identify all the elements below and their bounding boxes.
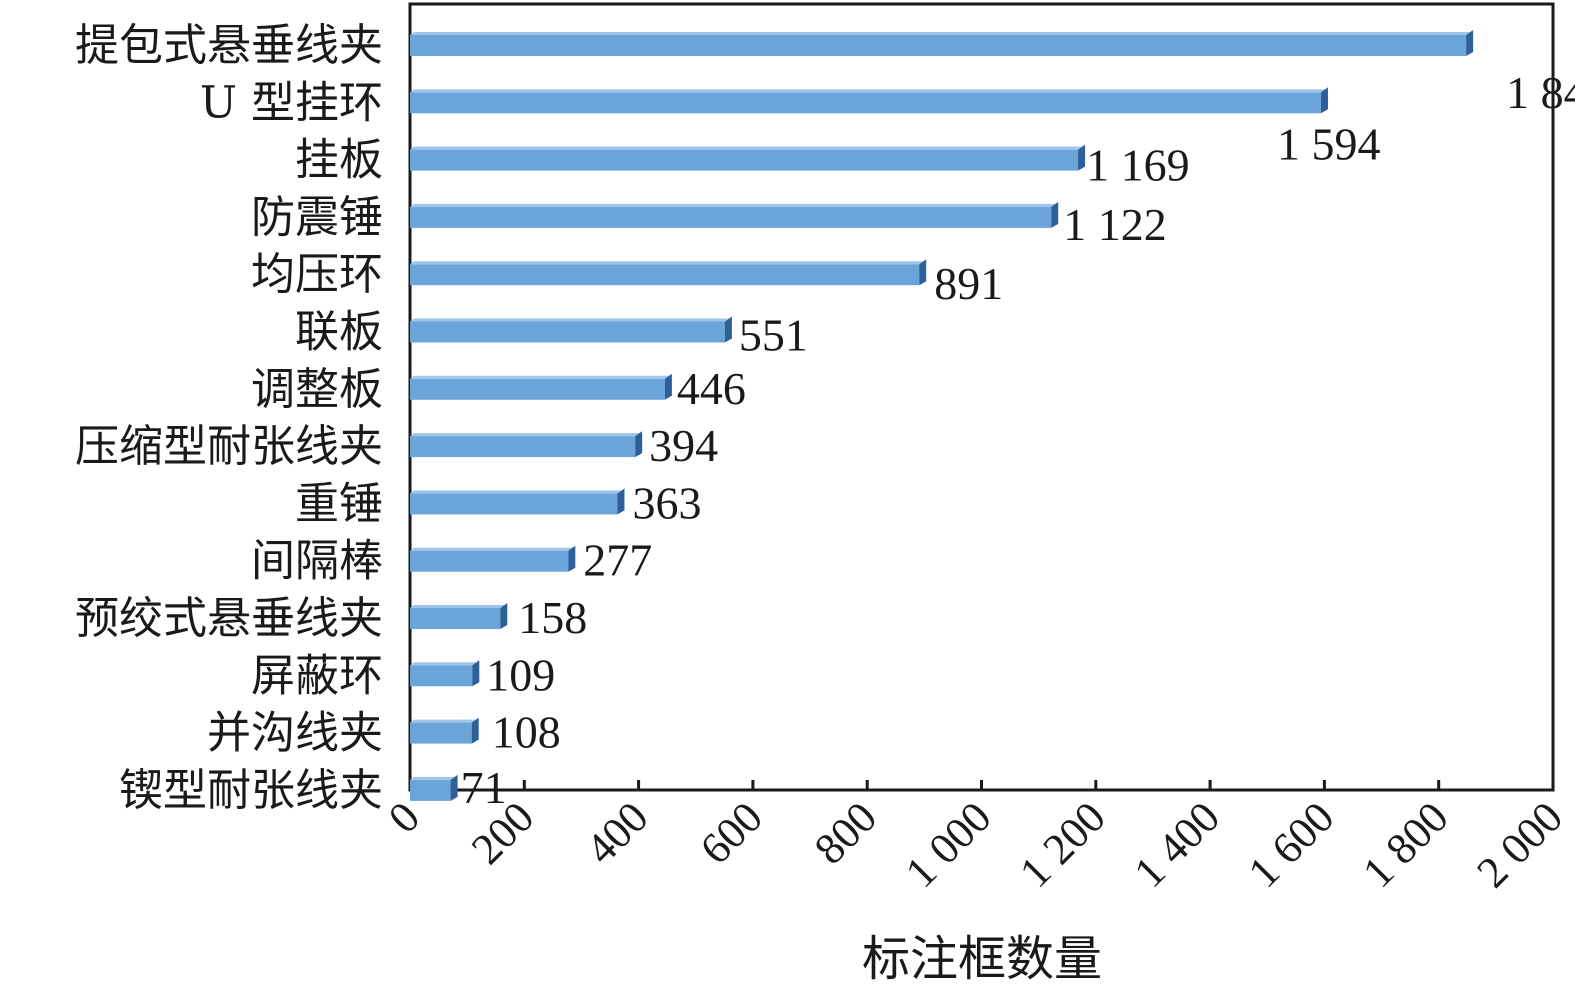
category-labels: 提包式悬垂线夹 U 型挂环挂板防震锤均压环联板调整板压缩型耐张线夹重锤间隔棒预绞式… [75,20,383,816]
value-label: 446 [677,363,746,414]
category-label: 预绞式悬垂线夹 [75,593,383,644]
value-label: 1 594 [1277,118,1381,169]
x-tick-label: 600 [691,792,772,873]
category-label: 联板 [295,307,383,358]
bars-layer [410,30,1474,801]
value-label: 277 [583,535,652,586]
category-label: 调整板 [251,364,383,415]
bar-side [450,774,458,801]
bar [410,259,927,286]
bar-face [410,722,472,744]
category-label: 均压环 [251,249,383,300]
x-axis-title: 标注框数量 [862,931,1102,987]
category-label: 提包式悬垂线夹 [75,20,383,71]
bar-face [410,779,451,801]
value-label: 108 [492,707,561,758]
bar-top [410,146,1083,150]
category-label: U 型挂环 [200,77,383,128]
bar-face [410,321,725,343]
x-tick-label: 400 [576,792,657,873]
bar-top [410,375,669,379]
bar-side [471,717,479,744]
bar-top [410,719,476,723]
bar-top [410,547,573,551]
x-tick-label: 1 400 [1125,792,1230,897]
value-label: 891 [934,258,1003,309]
category-label: 重锤 [295,478,383,529]
bar [410,30,1474,56]
bar-face [410,436,636,458]
value-label: 71 [461,762,507,813]
category-label: 锲型耐张线夹 [119,765,383,816]
bar-top [410,776,455,780]
bar-face [410,550,569,572]
category-label: 屏蔽环 [251,650,383,701]
value-label: 1 848 [1506,67,1575,118]
bar-top [410,662,477,666]
bar-side [724,316,732,343]
category-label: 挂板 [295,135,383,186]
bar-top [410,261,924,265]
bar [410,201,1059,228]
bar [410,87,1328,114]
bar [410,717,479,744]
bar [410,545,576,572]
category-label: 防震锤 [251,192,383,243]
bar [410,660,480,687]
value-label: 109 [486,649,555,700]
bar [410,144,1086,171]
bar-top [410,32,1471,35]
x-tick-label: 1 000 [896,792,1001,897]
bar [410,488,625,515]
bar-top [410,203,1056,207]
bar-top [410,89,1325,93]
bar-side [1078,144,1086,171]
value-label: 551 [739,310,808,361]
bar-side [1051,201,1059,228]
bar-side [472,660,480,687]
category-label: 间隔棒 [251,536,383,587]
bar [410,373,672,400]
category-label: 压缩型耐张线夹 [75,421,383,472]
bar-side [500,603,508,629]
bar [410,431,643,458]
x-axis-ticks: 0 200 400 600 800 1 000 1 200 1 400 1 600 1 800 2 … [379,780,1572,897]
bar-top [410,490,622,494]
bar-side [1466,30,1474,56]
category-label: 并沟线夹 [207,708,383,759]
bar-side [568,545,576,572]
value-label: 363 [632,477,701,528]
bar-face [410,608,501,629]
bar [410,316,732,343]
bar-face [410,493,618,515]
bar [410,603,508,629]
x-tick-label: 1 800 [1353,792,1458,897]
x-tick-label: 1 600 [1239,792,1344,897]
x-tick-label: 2 000 [1467,792,1572,897]
bar-side [919,259,927,286]
bar-side [617,488,625,515]
value-label: 1 169 [1086,140,1190,191]
bar-side [635,431,643,458]
bar-top [410,318,729,322]
bar-face [410,92,1321,114]
bar-top [410,605,505,608]
bar-face [410,206,1052,228]
bar-side [1320,87,1328,114]
value-label: 158 [518,592,587,643]
bar-face [410,35,1467,56]
x-tick-label: 800 [805,792,886,873]
bar-face [410,149,1079,171]
bar-side [664,373,672,400]
bar [410,774,458,801]
bar-face [410,378,665,400]
x-tick-label: 1 200 [1010,792,1115,897]
bar-top [410,433,640,437]
bar-face [410,264,920,286]
value-label: 1 122 [1063,199,1167,250]
bar-face [410,665,473,687]
value-label: 394 [649,420,718,471]
